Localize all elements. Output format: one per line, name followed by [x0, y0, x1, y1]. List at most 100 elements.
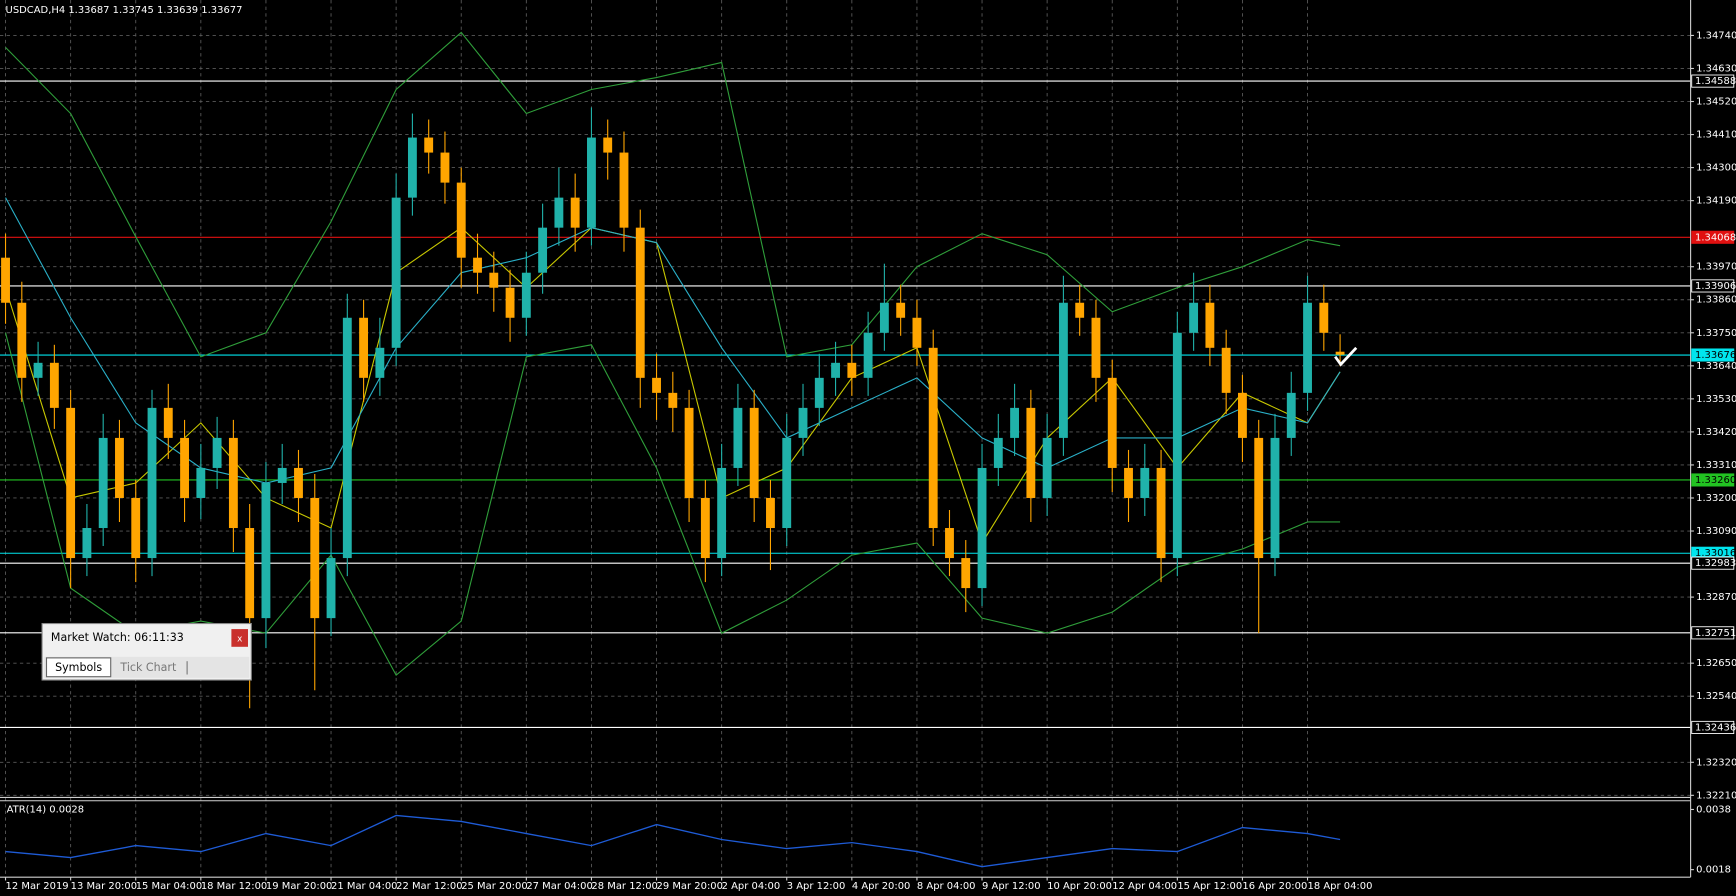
- y-tick-label: 1.33310: [1696, 460, 1736, 471]
- atr-line: [5, 814, 1341, 868]
- candle-body: [879, 302, 889, 333]
- price-level-label: 1.34068: [1695, 232, 1736, 243]
- y-tick-label: 1.32320: [1696, 757, 1736, 768]
- tab-label[interactable]: Symbols: [55, 661, 102, 674]
- candle-body: [570, 197, 580, 228]
- x-tick-label: 21 Mar 04:00: [331, 881, 397, 892]
- candle-body: [1172, 332, 1182, 559]
- price-level-tag: [1691, 556, 1735, 570]
- indicator-line: [5, 31, 1341, 358]
- price-level-tag: [1691, 348, 1735, 362]
- x-tick-label: 2 Apr 04:00: [722, 881, 781, 892]
- candle-body: [147, 407, 157, 559]
- x-tick-label: 15 Mar 04:00: [136, 881, 202, 892]
- candles-layer: [1, 107, 1345, 709]
- tab-active[interactable]: [45, 657, 112, 678]
- candle-body: [896, 302, 906, 318]
- price-level-label: 1.32751: [1695, 628, 1736, 639]
- x-tick-label: 4 Apr 20:00: [852, 881, 911, 892]
- close-button-label[interactable]: x: [237, 635, 242, 645]
- y-tick-label: 1.33860: [1696, 295, 1736, 306]
- candle-body: [928, 347, 938, 529]
- candle-body: [1205, 302, 1215, 348]
- atr-tick-label: 0.0038: [1696, 804, 1731, 815]
- candle-body: [1319, 302, 1329, 333]
- x-tick-label: 22 Mar 12:00: [396, 881, 462, 892]
- price-level-label: 1.33906: [1695, 281, 1736, 292]
- candle-body: [717, 467, 727, 559]
- x-tick-label: 12 Mar 2019: [6, 881, 69, 892]
- x-tick-label: 3 Apr 12:00: [787, 881, 846, 892]
- candle-body: [1156, 467, 1166, 559]
- candle-body: [163, 407, 173, 438]
- price-level-tag: [1691, 230, 1735, 244]
- candle-body: [424, 137, 434, 153]
- check-mark: [1334, 346, 1358, 367]
- candle-body: [635, 227, 645, 378]
- candle-body: [180, 437, 189, 498]
- tab-label[interactable]: Tick Chart: [119, 661, 177, 674]
- candle-body: [993, 437, 1003, 468]
- candle-body: [98, 437, 108, 529]
- candle-body: [131, 497, 141, 559]
- y-tick-label: 1.33750: [1696, 328, 1736, 339]
- candle-body: [66, 407, 76, 559]
- candle-body: [245, 528, 255, 619]
- atr-label: ATR(14) 0.0028: [7, 805, 84, 816]
- candle-body: [310, 497, 320, 619]
- candle-body: [1221, 347, 1231, 393]
- candle-body: [831, 362, 840, 378]
- candle-body: [1, 257, 10, 303]
- candle-body: [1075, 302, 1085, 318]
- candle-body: [814, 377, 824, 408]
- candle-body: [359, 317, 369, 378]
- candle-body: [1303, 302, 1312, 393]
- candle-body: [505, 287, 515, 318]
- x-tick-label: 10 Apr 20:00: [1047, 881, 1112, 892]
- candle-body: [619, 152, 629, 228]
- x-tick-label: 29 Mar 20:00: [657, 881, 723, 892]
- atr-tick-label: 0.0018: [1696, 865, 1731, 876]
- candle-body: [489, 272, 499, 288]
- price-level-tag: [1691, 279, 1735, 293]
- y-tick-label: 1.33090: [1696, 526, 1736, 537]
- candle-body: [473, 257, 482, 273]
- levels-layer: [0, 80, 1691, 729]
- close-button[interactable]: [231, 629, 248, 647]
- candle-body: [847, 362, 857, 378]
- y-tick-label: 1.34740: [1696, 30, 1736, 41]
- y-tick-label: 1.34300: [1696, 163, 1736, 174]
- candle-body: [1189, 302, 1199, 333]
- y-tick-label: 1.33640: [1696, 361, 1736, 372]
- candle-body: [1238, 392, 1247, 438]
- candle-body: [1010, 407, 1020, 438]
- candle-body: [326, 558, 336, 619]
- candle-body: [766, 497, 775, 529]
- price-level-tag: [1691, 473, 1735, 487]
- candle-body: [1140, 467, 1150, 498]
- x-tick-label: 19 Mar 20:00: [266, 881, 332, 892]
- candle-body: [1091, 317, 1101, 378]
- price-level-tag: [1691, 74, 1735, 88]
- candle-body: [1254, 437, 1264, 559]
- candle-body: [17, 302, 27, 378]
- candle-body: [700, 497, 710, 559]
- x-tick-label: 18 Apr 04:00: [1308, 881, 1373, 892]
- candle-body: [407, 137, 417, 198]
- x-tick-label: 12 Apr 04:00: [1112, 881, 1177, 892]
- candle-body: [652, 377, 661, 393]
- y-tick-label: 1.33530: [1696, 394, 1736, 405]
- candle-body: [863, 332, 873, 378]
- candle-body: [196, 467, 206, 498]
- market-watch-title: Market Watch: 06:11:33: [51, 631, 184, 644]
- price-level-label: 1.33016: [1695, 548, 1736, 559]
- x-tick-label: 18 Mar 12:00: [201, 881, 267, 892]
- y-tick-label: 1.34410: [1696, 130, 1736, 141]
- price-level-label: 1.33676: [1695, 350, 1736, 361]
- price-level-label: 1.32436: [1695, 722, 1736, 733]
- candle-body: [668, 392, 678, 408]
- candle-body: [115, 437, 124, 498]
